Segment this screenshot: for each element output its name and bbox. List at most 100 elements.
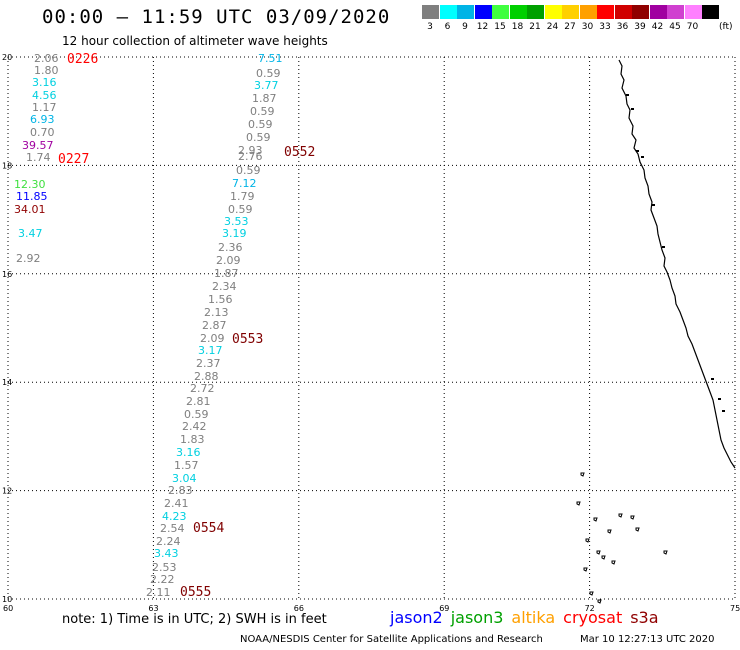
wave-height-value: 2.09 (200, 332, 225, 345)
legend-label: 27 (564, 22, 576, 32)
legend-swatch (579, 5, 597, 19)
legend-label: 12 (476, 22, 489, 32)
wave-height-value: 1.87 (252, 92, 277, 105)
wave-height-value: 0.70 (30, 126, 55, 139)
wave-height-value: 0.59 (246, 131, 271, 144)
wave-height-value: 34.01 (14, 203, 46, 216)
island (593, 517, 598, 522)
legend-swatch (614, 5, 632, 19)
coastline-detail (641, 156, 644, 158)
legend-swatch (632, 5, 649, 19)
legend-swatch (492, 5, 509, 19)
wave-height-value: 1.83 (180, 433, 205, 446)
pass-time-label: 0552 (284, 145, 315, 160)
y-tick-label: 20 (2, 53, 12, 62)
island (585, 538, 590, 543)
wave-height-value: 1.79 (230, 190, 255, 203)
wave-height-value: 0.59 (248, 118, 273, 131)
wave-height-value: 2.76 (238, 150, 263, 163)
coastline-detail (636, 150, 639, 152)
x-tick-label: 60 (3, 604, 13, 613)
satellite-legend-item: jason2 (390, 608, 443, 627)
legend-label: 70 (686, 22, 699, 32)
wave-height-value: 2.24 (156, 535, 181, 548)
coastline-detail (626, 94, 629, 96)
legend-swatch (684, 5, 702, 19)
island (630, 515, 635, 520)
wave-height-value: 3.43 (154, 547, 179, 560)
island (611, 560, 616, 565)
legend-label: 36 (616, 22, 629, 32)
wave-height-value: 2.13 (204, 306, 229, 319)
y-tick-label: 10 (2, 595, 12, 604)
wave-height-value: 2.93 (238, 144, 263, 157)
legend-swatch (527, 5, 544, 19)
legend-label: 45 (669, 22, 681, 32)
x-tick-label: 72 (585, 604, 595, 613)
legend-label: 18 (511, 22, 524, 32)
wave-height-value: 2.81 (186, 395, 211, 408)
wave-height-value: 2.87 (202, 319, 227, 332)
y-tick-label: 12 (2, 487, 12, 496)
wave-height-value: 2.37 (196, 357, 221, 370)
legend-swatch (422, 5, 439, 19)
coastline-detail (718, 398, 721, 400)
wave-height-value: 12.30 (14, 178, 46, 191)
wave-height-value: 3.16 (32, 76, 57, 89)
x-tick-label: 66 (294, 604, 304, 613)
legend-swatch (649, 5, 667, 19)
coastline-detail (662, 246, 665, 248)
wave-height-value: 4.56 (32, 89, 57, 102)
legend-swatch (597, 5, 614, 19)
x-tick-label: 63 (148, 604, 158, 613)
wave-height-value: 3.17 (198, 344, 223, 357)
y-tick-label: 16 (2, 270, 12, 279)
island (596, 550, 601, 555)
island (618, 513, 623, 518)
island (663, 550, 668, 555)
units-note: note: 1) Time is in UTC; 2) SWH is in fe… (62, 612, 327, 627)
wave-height-value: 2.88 (194, 370, 219, 383)
wave-height-value: 11.85 (16, 190, 48, 203)
wave-height-value: 0.59 (184, 408, 209, 421)
wave-height-value: 3.53 (224, 215, 249, 228)
legend-label: 24 (546, 22, 559, 32)
legend-swatch (439, 5, 457, 19)
legend-label: 6 (444, 22, 451, 32)
wave-height-value: 0.59 (256, 67, 281, 80)
satellite-legend-item: s3a (630, 608, 659, 627)
y-tick-label: 14 (2, 378, 12, 387)
legend-label: 21 (529, 22, 541, 32)
legend-label: 42 (651, 22, 664, 32)
legend-swatch (667, 5, 684, 19)
wave-height-value: 2.06 (34, 52, 59, 65)
wave-height-value: 4.23 (162, 510, 187, 523)
wave-height-value: 2.22 (150, 573, 175, 586)
satellite-legend-item: jason3 (450, 608, 504, 627)
wave-height-value: 6.93 (30, 113, 55, 126)
legend-label: 39 (634, 22, 646, 32)
y-tick-label: 18 (2, 161, 12, 170)
wave-height-value: 2.09 (216, 254, 241, 267)
page-subtitle: 12 hour collection of altimeter wave hei… (62, 34, 328, 48)
wave-height-value: 2.83 (168, 484, 193, 497)
wave-height-value: 2.11 (146, 586, 171, 599)
wave-height-value: 3.19 (222, 227, 247, 240)
pass-time-label: 0555 (180, 585, 211, 600)
legend-label: 9 (462, 22, 468, 32)
legend-swatch (544, 5, 562, 19)
legend-swatch (474, 5, 492, 19)
satellite-legend: jason2 jason3 altika cryosat s3a (390, 608, 667, 627)
wave-height-value: 2.54 (160, 522, 185, 535)
legend-swatch (562, 5, 579, 19)
wave-height-value: 1.74 (26, 151, 51, 164)
wave-height-value: 0.59 (250, 105, 275, 118)
wave-height-value: 0.59 (236, 164, 261, 177)
satellite-legend-item: altika (511, 608, 556, 627)
legend-label: 15 (494, 22, 506, 32)
island (580, 472, 585, 477)
x-tick-label: 75 (730, 604, 740, 613)
wave-height-value: 1.56 (208, 293, 233, 306)
coastline-detail (711, 378, 714, 380)
